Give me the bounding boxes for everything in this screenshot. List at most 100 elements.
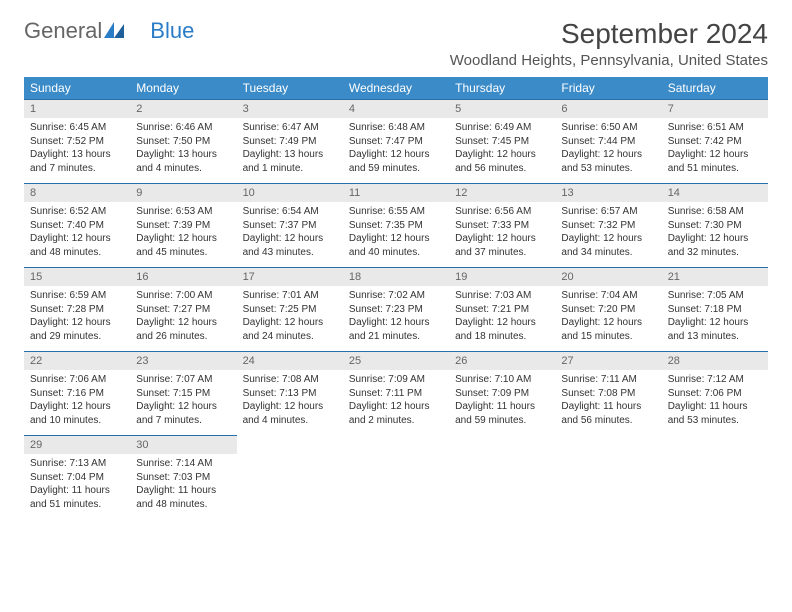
day-number: 25 (343, 352, 449, 370)
day-details: Sunrise: 6:55 AMSunset: 7:35 PMDaylight:… (343, 202, 449, 267)
day-number: 26 (449, 352, 555, 370)
day-details: Sunrise: 6:47 AMSunset: 7:49 PMDaylight:… (237, 118, 343, 183)
day-details: Sunrise: 6:46 AMSunset: 7:50 PMDaylight:… (130, 118, 236, 183)
day-number: 17 (237, 268, 343, 286)
day-number: 11 (343, 184, 449, 202)
calendar-cell (555, 436, 661, 520)
day-number: 3 (237, 100, 343, 118)
day-header: Saturday (662, 77, 768, 100)
day-details: Sunrise: 6:48 AMSunset: 7:47 PMDaylight:… (343, 118, 449, 183)
calendar-cell: 24Sunrise: 7:08 AMSunset: 7:13 PMDayligh… (237, 352, 343, 436)
calendar-cell: 16Sunrise: 7:00 AMSunset: 7:27 PMDayligh… (130, 268, 236, 352)
month-title: September 2024 (450, 18, 768, 50)
calendar-cell: 15Sunrise: 6:59 AMSunset: 7:28 PMDayligh… (24, 268, 130, 352)
calendar-cell: 3Sunrise: 6:47 AMSunset: 7:49 PMDaylight… (237, 100, 343, 184)
day-details: Sunrise: 7:09 AMSunset: 7:11 PMDaylight:… (343, 370, 449, 435)
calendar-cell: 22Sunrise: 7:06 AMSunset: 7:16 PMDayligh… (24, 352, 130, 436)
calendar-table: SundayMondayTuesdayWednesdayThursdayFrid… (24, 77, 768, 519)
day-details: Sunrise: 7:11 AMSunset: 7:08 PMDaylight:… (555, 370, 661, 435)
calendar-cell (449, 436, 555, 520)
calendar-cell: 23Sunrise: 7:07 AMSunset: 7:15 PMDayligh… (130, 352, 236, 436)
logo-icon (104, 18, 124, 44)
calendar-cell: 2Sunrise: 6:46 AMSunset: 7:50 PMDaylight… (130, 100, 236, 184)
day-details: Sunrise: 6:57 AMSunset: 7:32 PMDaylight:… (555, 202, 661, 267)
logo-text-general: General (24, 18, 102, 44)
day-number: 4 (343, 100, 449, 118)
day-number: 6 (555, 100, 661, 118)
day-number: 12 (449, 184, 555, 202)
calendar-cell: 21Sunrise: 7:05 AMSunset: 7:18 PMDayligh… (662, 268, 768, 352)
calendar-cell: 25Sunrise: 7:09 AMSunset: 7:11 PMDayligh… (343, 352, 449, 436)
day-number: 18 (343, 268, 449, 286)
day-number: 8 (24, 184, 130, 202)
day-details: Sunrise: 6:50 AMSunset: 7:44 PMDaylight:… (555, 118, 661, 183)
day-header: Friday (555, 77, 661, 100)
day-number: 15 (24, 268, 130, 286)
day-number: 29 (24, 436, 130, 454)
day-details: Sunrise: 7:12 AMSunset: 7:06 PMDaylight:… (662, 370, 768, 435)
day-number: 23 (130, 352, 236, 370)
day-details: Sunrise: 6:59 AMSunset: 7:28 PMDaylight:… (24, 286, 130, 351)
day-details: Sunrise: 7:10 AMSunset: 7:09 PMDaylight:… (449, 370, 555, 435)
day-details: Sunrise: 6:58 AMSunset: 7:30 PMDaylight:… (662, 202, 768, 267)
day-details: Sunrise: 6:51 AMSunset: 7:42 PMDaylight:… (662, 118, 768, 183)
calendar-cell: 20Sunrise: 7:04 AMSunset: 7:20 PMDayligh… (555, 268, 661, 352)
calendar-cell: 29Sunrise: 7:13 AMSunset: 7:04 PMDayligh… (24, 436, 130, 520)
day-number: 14 (662, 184, 768, 202)
location-text: Woodland Heights, Pennsylvania, United S… (450, 52, 768, 69)
day-details: Sunrise: 7:07 AMSunset: 7:15 PMDaylight:… (130, 370, 236, 435)
day-details: Sunrise: 6:49 AMSunset: 7:45 PMDaylight:… (449, 118, 555, 183)
day-number: 30 (130, 436, 236, 454)
day-number: 9 (130, 184, 236, 202)
calendar-cell: 5Sunrise: 6:49 AMSunset: 7:45 PMDaylight… (449, 100, 555, 184)
calendar-cell: 17Sunrise: 7:01 AMSunset: 7:25 PMDayligh… (237, 268, 343, 352)
day-number: 20 (555, 268, 661, 286)
day-header: Sunday (24, 77, 130, 100)
day-details: Sunrise: 7:02 AMSunset: 7:23 PMDaylight:… (343, 286, 449, 351)
day-number: 27 (555, 352, 661, 370)
day-details: Sunrise: 6:52 AMSunset: 7:40 PMDaylight:… (24, 202, 130, 267)
day-header: Tuesday (237, 77, 343, 100)
day-details: Sunrise: 7:05 AMSunset: 7:18 PMDaylight:… (662, 286, 768, 351)
calendar-cell (237, 436, 343, 520)
calendar-cell: 1Sunrise: 6:45 AMSunset: 7:52 PMDaylight… (24, 100, 130, 184)
day-details: Sunrise: 7:04 AMSunset: 7:20 PMDaylight:… (555, 286, 661, 351)
calendar-cell (343, 436, 449, 520)
day-number: 1 (24, 100, 130, 118)
day-number: 22 (24, 352, 130, 370)
logo-text-blue: Blue (150, 18, 194, 44)
day-number: 24 (237, 352, 343, 370)
calendar-cell (662, 436, 768, 520)
calendar-cell: 6Sunrise: 6:50 AMSunset: 7:44 PMDaylight… (555, 100, 661, 184)
calendar-cell: 27Sunrise: 7:11 AMSunset: 7:08 PMDayligh… (555, 352, 661, 436)
calendar-cell: 11Sunrise: 6:55 AMSunset: 7:35 PMDayligh… (343, 184, 449, 268)
day-header: Thursday (449, 77, 555, 100)
day-details: Sunrise: 7:00 AMSunset: 7:27 PMDaylight:… (130, 286, 236, 351)
day-number: 16 (130, 268, 236, 286)
day-details: Sunrise: 7:14 AMSunset: 7:03 PMDaylight:… (130, 454, 236, 519)
day-details: Sunrise: 6:56 AMSunset: 7:33 PMDaylight:… (449, 202, 555, 267)
day-number: 13 (555, 184, 661, 202)
calendar-cell: 28Sunrise: 7:12 AMSunset: 7:06 PMDayligh… (662, 352, 768, 436)
day-number: 7 (662, 100, 768, 118)
calendar-cell: 9Sunrise: 6:53 AMSunset: 7:39 PMDaylight… (130, 184, 236, 268)
day-number: 19 (449, 268, 555, 286)
day-number: 21 (662, 268, 768, 286)
day-details: Sunrise: 7:08 AMSunset: 7:13 PMDaylight:… (237, 370, 343, 435)
day-number: 2 (130, 100, 236, 118)
calendar-cell: 30Sunrise: 7:14 AMSunset: 7:03 PMDayligh… (130, 436, 236, 520)
calendar-cell: 19Sunrise: 7:03 AMSunset: 7:21 PMDayligh… (449, 268, 555, 352)
day-number: 5 (449, 100, 555, 118)
calendar-cell: 4Sunrise: 6:48 AMSunset: 7:47 PMDaylight… (343, 100, 449, 184)
day-details: Sunrise: 6:45 AMSunset: 7:52 PMDaylight:… (24, 118, 130, 183)
day-details: Sunrise: 7:03 AMSunset: 7:21 PMDaylight:… (449, 286, 555, 351)
calendar-cell: 8Sunrise: 6:52 AMSunset: 7:40 PMDaylight… (24, 184, 130, 268)
day-header: Monday (130, 77, 236, 100)
calendar-cell: 12Sunrise: 6:56 AMSunset: 7:33 PMDayligh… (449, 184, 555, 268)
calendar-cell: 13Sunrise: 6:57 AMSunset: 7:32 PMDayligh… (555, 184, 661, 268)
day-details: Sunrise: 7:01 AMSunset: 7:25 PMDaylight:… (237, 286, 343, 351)
day-details: Sunrise: 7:13 AMSunset: 7:04 PMDaylight:… (24, 454, 130, 519)
calendar-cell: 14Sunrise: 6:58 AMSunset: 7:30 PMDayligh… (662, 184, 768, 268)
day-number: 10 (237, 184, 343, 202)
calendar-cell: 26Sunrise: 7:10 AMSunset: 7:09 PMDayligh… (449, 352, 555, 436)
